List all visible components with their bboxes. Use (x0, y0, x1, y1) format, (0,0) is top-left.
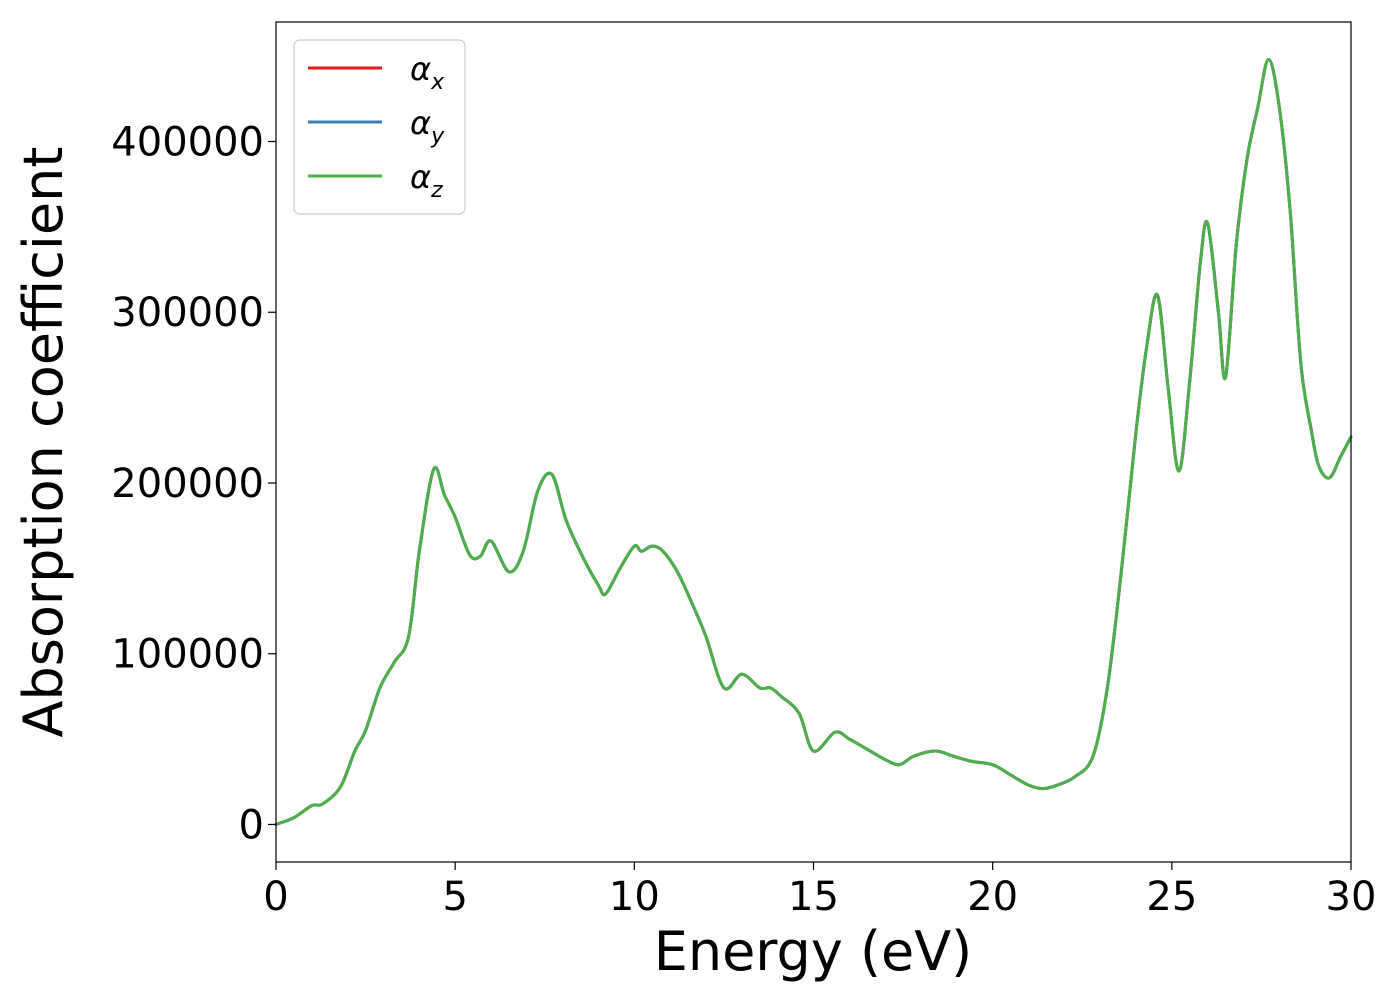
y-tick-label: 100000 (111, 632, 264, 678)
legend-box (293, 39, 466, 215)
y-tick-label: 200000 (111, 461, 264, 507)
x-axis: 0 5 10 15 20 25 30 (263, 862, 1376, 920)
legend: αx αy αz (293, 39, 466, 215)
y-tick-label: 300000 (111, 290, 264, 336)
y-tick-label: 0 (239, 802, 264, 848)
x-tick-label: 30 (1326, 874, 1377, 920)
x-tick-label: 20 (967, 874, 1018, 920)
legend-label-x: αx (410, 50, 445, 95)
y-axis: 0 100000 200000 300000 400000 (111, 120, 276, 848)
x-tick-label: 0 (263, 874, 288, 920)
x-tick-label: 25 (1146, 874, 1197, 920)
x-tick-label: 15 (788, 874, 839, 920)
x-tick-label: 5 (442, 874, 467, 920)
y-tick-label: 400000 (111, 120, 264, 166)
legend-label-z: αz (410, 158, 443, 203)
legend-label-y: αy (410, 104, 445, 149)
x-axis-label: Energy (eV) (654, 920, 973, 983)
y-axis-label: Absorption coefficient (12, 147, 75, 738)
x-tick-label: 10 (609, 874, 660, 920)
series-layer (274, 58, 1353, 826)
series-line-z (274, 58, 1353, 826)
